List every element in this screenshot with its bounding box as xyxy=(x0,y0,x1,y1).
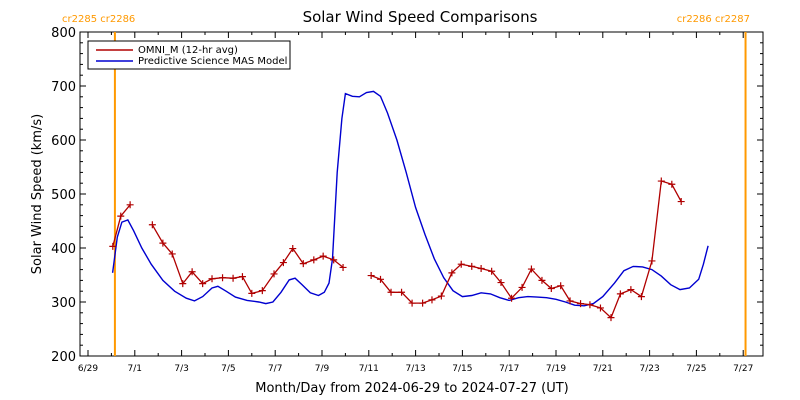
data-point-omni xyxy=(448,269,456,277)
y-axis-label: Solar Wind Speed (km/s) xyxy=(30,114,45,274)
data-point-omni xyxy=(248,289,256,297)
data-point-omni xyxy=(126,201,134,209)
x-tick-label: 7/7 xyxy=(268,364,282,374)
y-tick-label: 400 xyxy=(51,242,76,257)
data-point-omni xyxy=(179,280,187,288)
y-tick-label: 600 xyxy=(51,134,76,149)
data-point-omni xyxy=(238,273,246,281)
data-point-omni xyxy=(299,260,307,268)
data-point-omni xyxy=(648,257,656,265)
legend-label-omni: OMNI_M (12-hr avg) xyxy=(138,45,238,56)
data-point-omni xyxy=(586,301,594,309)
data-point-omni xyxy=(419,299,427,307)
data-point-omni xyxy=(468,262,476,270)
x-tick-label: 7/1 xyxy=(128,364,142,374)
x-tick-label: 7/25 xyxy=(686,364,706,374)
data-point-omni xyxy=(527,265,535,273)
data-point-omni xyxy=(159,239,167,247)
data-point-omni xyxy=(199,280,207,288)
data-point-omni xyxy=(367,272,375,280)
data-point-omni xyxy=(270,270,278,278)
data-point-omni xyxy=(408,299,416,307)
data-point-omni xyxy=(488,267,496,275)
x-tick-label: 7/23 xyxy=(639,364,659,374)
data-point-omni xyxy=(677,198,685,206)
data-point-omni xyxy=(437,292,445,300)
data-point-omni xyxy=(339,263,347,271)
data-point-omni xyxy=(398,288,406,296)
carrington-marker-lines xyxy=(113,32,747,356)
data-point-omni xyxy=(168,250,176,258)
data-point-omni xyxy=(377,275,384,283)
data-point-omni xyxy=(279,259,287,267)
data-point-omni xyxy=(596,304,604,312)
data-point-omni xyxy=(477,265,485,273)
carrington-label: cr2285 cr2286 xyxy=(62,14,135,25)
data-point-omni xyxy=(566,297,574,305)
data-point-omni xyxy=(557,282,565,290)
carrington-label: cr2286 cr2287 xyxy=(677,14,750,25)
data-point-omni xyxy=(289,245,297,253)
carrington-labels: cr2285 cr2286 cr2286 cr2287 xyxy=(62,14,750,25)
y-tick-label: 500 xyxy=(51,188,76,203)
data-point-omni xyxy=(616,290,624,298)
x-tick-label: 7/21 xyxy=(593,364,613,374)
data-point-omni xyxy=(457,260,465,268)
data-point-omni xyxy=(627,286,635,294)
x-axis-ticks: 6/29 7/1 7/3 7/5 7/7 7/9 7/11 7/13 7/15 7/17 7/19 7… xyxy=(78,32,753,374)
chart-title: Solar Wind Speed Comparisons xyxy=(303,8,538,26)
data-point-omni xyxy=(577,300,585,308)
series-line-mas xyxy=(111,90,709,307)
x-tick-label: 7/17 xyxy=(499,364,519,374)
x-tick-label: 7/11 xyxy=(359,364,379,374)
x-tick-label: 7/27 xyxy=(733,364,753,374)
x-tick-label: 7/5 xyxy=(221,364,235,374)
x-tick-label: 6/29 xyxy=(78,364,98,374)
data-point-omni xyxy=(518,283,526,291)
data-point-omni xyxy=(258,287,266,295)
data-point-omni xyxy=(219,274,227,282)
x-tick-label: 7/13 xyxy=(405,364,425,374)
data-point-omni xyxy=(319,252,327,260)
data-point-omni xyxy=(428,296,436,304)
y-tick-label: 200 xyxy=(51,350,76,365)
y-axis-ticks: 200 300 400 500 600 700 800 xyxy=(51,26,763,365)
data-point-omni xyxy=(109,242,117,250)
data-point-omni xyxy=(547,285,555,292)
data-point-omni xyxy=(637,293,645,301)
y-tick-label: 300 xyxy=(51,296,76,311)
data-point-omni xyxy=(117,212,125,220)
x-tick-label: 7/15 xyxy=(452,364,472,374)
data-point-omni xyxy=(668,180,676,188)
y-tick-label: 700 xyxy=(51,80,76,95)
data-point-omni xyxy=(607,314,615,322)
legend-box xyxy=(87,40,291,70)
data-point-omni xyxy=(508,294,516,302)
data-point-omni xyxy=(229,274,237,282)
data-point-omni xyxy=(148,221,156,229)
data-point-omni xyxy=(538,276,546,284)
legend-label-mas: Predictive Science MAS Model xyxy=(138,56,287,67)
x-tick-label: 7/19 xyxy=(546,364,566,374)
data-point-omni xyxy=(497,279,505,287)
data-point-omni xyxy=(310,256,318,264)
series-layer xyxy=(109,90,709,322)
data-point-omni xyxy=(208,275,216,283)
x-tick-label: 7/9 xyxy=(315,364,330,374)
legend: OMNI_M (12-hr avg) Predictive Science MA… xyxy=(87,40,291,70)
data-point-omni xyxy=(657,177,665,185)
y-tick-label: 800 xyxy=(51,26,76,41)
data-point-omni xyxy=(330,256,338,264)
data-point-omni xyxy=(188,268,196,276)
x-axis-label: Month/Day from 2024-06-29 to 2024-07-27 … xyxy=(255,381,568,396)
x-tick-label: 7/3 xyxy=(174,364,188,374)
data-point-omni xyxy=(387,288,395,296)
series-line-omni xyxy=(151,224,344,295)
